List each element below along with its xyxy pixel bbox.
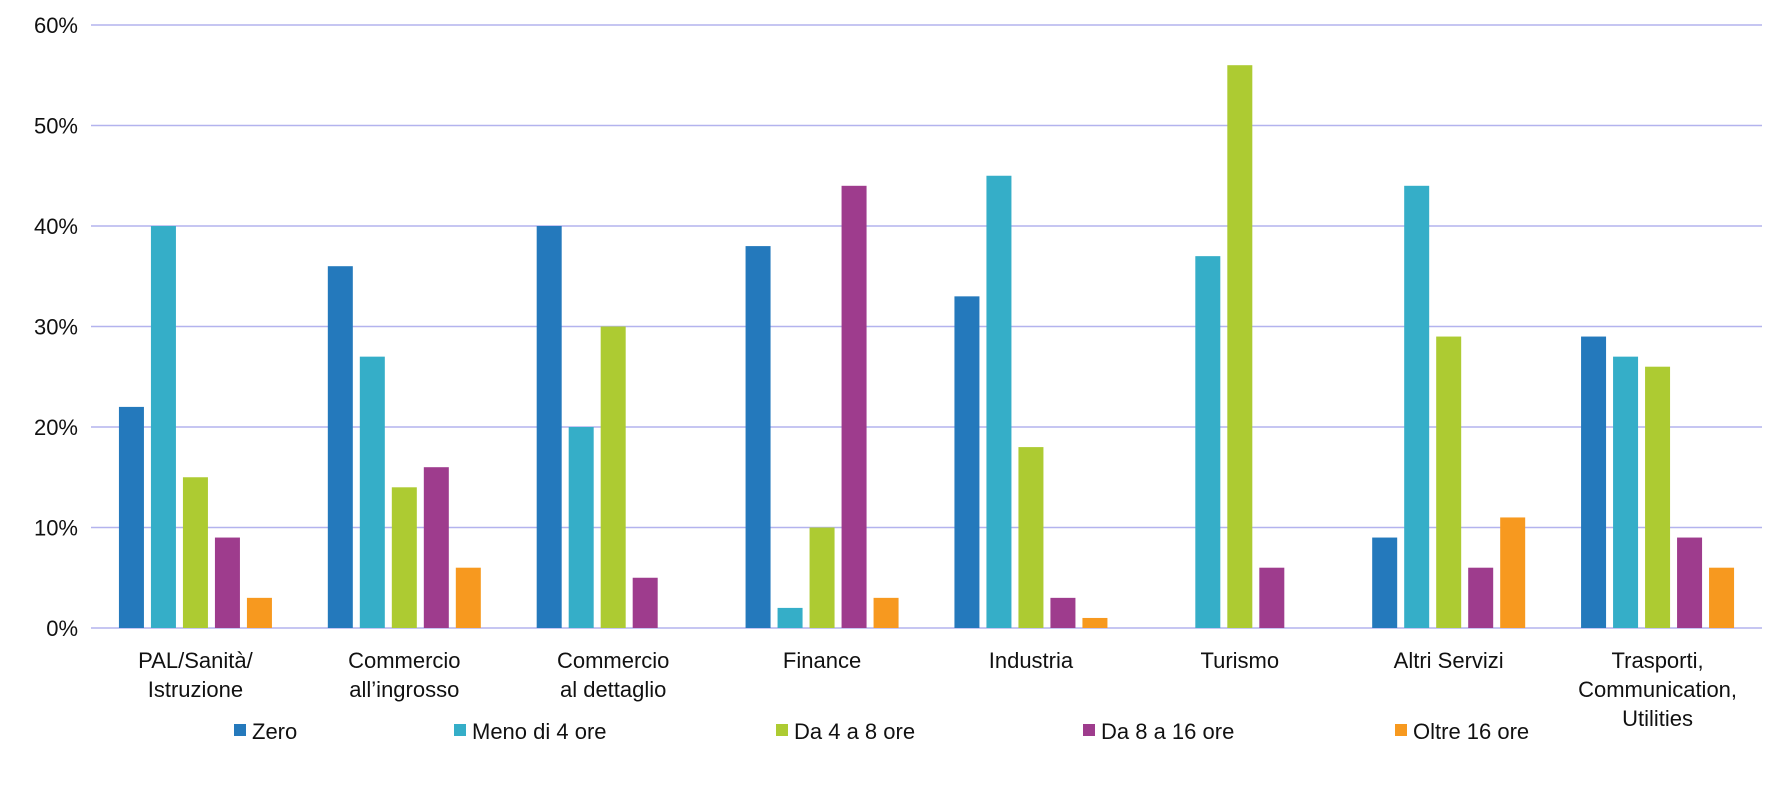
bar-da-8-a-16-ore xyxy=(423,467,449,628)
bar-da-8-a-16-ore xyxy=(1050,597,1076,628)
legend-swatch xyxy=(776,724,788,736)
x-tick-label: Istruzione xyxy=(148,677,243,702)
y-tick-label: 0% xyxy=(46,616,78,641)
y-tick-label: 50% xyxy=(34,114,78,139)
legend-swatch xyxy=(1395,724,1407,736)
x-tick-label: Commercio xyxy=(348,648,460,673)
x-tick-label: Communication, xyxy=(1578,677,1737,702)
bar-da-4-a-8-ore xyxy=(809,527,835,628)
legend-label: Da 4 a 8 ore xyxy=(794,719,915,744)
bar-meno-di-4-ore xyxy=(1404,185,1430,629)
bar-da-4-a-8-ore xyxy=(1018,447,1044,628)
bar-da-8-a-16-ore xyxy=(632,577,658,628)
legend-label: Zero xyxy=(252,719,297,744)
bar-oltre-16-ore xyxy=(246,597,272,628)
legend-swatch xyxy=(454,724,466,736)
bar-da-4-a-8-ore xyxy=(182,477,208,628)
bar-meno-di-4-ore xyxy=(1195,256,1221,628)
bar-zero xyxy=(327,266,353,628)
bar-oltre-16-ore xyxy=(1082,617,1108,628)
legend-label: Oltre 16 ore xyxy=(1413,719,1529,744)
bar-zero xyxy=(1581,336,1607,628)
bar-zero xyxy=(1372,537,1398,628)
bar-da-4-a-8-ore xyxy=(1227,65,1253,628)
y-tick-label: 20% xyxy=(34,415,78,440)
bar-da-8-a-16-ore xyxy=(214,537,240,628)
y-tick-label: 60% xyxy=(34,13,78,38)
bar-zero xyxy=(954,296,980,628)
legend-label: Da 8 a 16 ore xyxy=(1101,719,1234,744)
x-tick-label: all’ingrosso xyxy=(349,677,459,702)
x-tick-label: PAL/Sanità/ xyxy=(138,648,253,673)
x-tick-label: Trasporti, xyxy=(1612,648,1704,673)
x-tick-label: Finance xyxy=(783,648,861,673)
legend-swatch xyxy=(234,724,246,736)
x-tick-label: Industria xyxy=(989,648,1074,673)
bar-meno-di-4-ore xyxy=(777,607,803,628)
bar-meno-di-4-ore xyxy=(150,226,176,628)
bar-da-8-a-16-ore xyxy=(1468,567,1494,628)
bar-meno-di-4-ore xyxy=(359,356,385,628)
bar-da-4-a-8-ore xyxy=(391,487,417,628)
x-tick-label: Altri Servizi xyxy=(1394,648,1504,673)
bar-oltre-16-ore xyxy=(1709,567,1735,628)
bar-zero xyxy=(118,406,144,628)
bar-da-4-a-8-ore xyxy=(1645,366,1671,628)
bar-meno-di-4-ore xyxy=(568,427,594,628)
y-tick-label: 30% xyxy=(34,315,78,340)
bar-oltre-16-ore xyxy=(873,597,899,628)
x-tick-label: al dettaglio xyxy=(560,677,666,702)
y-tick-label: 10% xyxy=(34,516,78,541)
x-tick-label: Commercio xyxy=(557,648,669,673)
bar-zero xyxy=(745,246,771,628)
bar-meno-di-4-ore xyxy=(986,175,1012,628)
bar-da-4-a-8-ore xyxy=(1436,336,1462,628)
bar-oltre-16-ore xyxy=(455,567,481,628)
bar-da-8-a-16-ore xyxy=(1677,537,1703,628)
bar-da-8-a-16-ore xyxy=(841,185,867,629)
legend-swatch xyxy=(1083,724,1095,736)
bar-meno-di-4-ore xyxy=(1613,356,1639,628)
bar-oltre-16-ore xyxy=(1500,517,1526,628)
legend-label: Meno di 4 ore xyxy=(472,719,607,744)
x-tick-label: Turismo xyxy=(1200,648,1279,673)
bar-zero xyxy=(536,226,562,628)
bar-da-4-a-8-ore xyxy=(600,326,626,628)
x-tick-label: Utilities xyxy=(1622,706,1693,731)
y-tick-label: 40% xyxy=(34,214,78,239)
bar-da-8-a-16-ore xyxy=(1259,567,1285,628)
